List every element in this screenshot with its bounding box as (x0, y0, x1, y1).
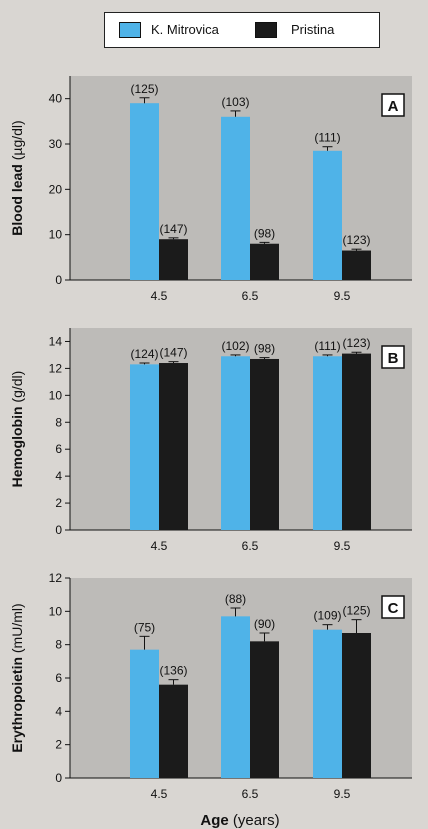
bar-pristina (250, 358, 279, 530)
y-tick-label: 0 (55, 273, 62, 287)
legend-swatch-pristina (255, 22, 277, 38)
y-tick-label: 6 (55, 671, 62, 685)
y-axis-label: Hemoglobin (g/dl) (9, 371, 25, 488)
y-tick-label: 8 (55, 415, 62, 429)
bar-k-mitrovica (313, 150, 342, 280)
panel-letter-box (381, 595, 405, 619)
sample-size-label: (125) (130, 82, 158, 96)
bar-k-mitrovica (130, 649, 159, 778)
y-axis-label: Erythropoietin (mU/ml) (9, 603, 25, 752)
y-tick-label: 12 (49, 571, 63, 585)
bar-pristina (250, 641, 279, 778)
sample-size-label: (103) (221, 95, 249, 109)
x-axis-label: Age (years) (200, 812, 279, 829)
y-tick-label: 14 (49, 334, 63, 348)
sample-size-label: (109) (313, 609, 341, 623)
sample-size-label: (98) (254, 342, 275, 356)
bar-pristina (342, 353, 371, 530)
bar-pristina (250, 243, 279, 280)
bar-k-mitrovica (221, 116, 250, 280)
y-tick-label: 4 (55, 469, 62, 483)
y-axis-label-unit: (µg/dl) (9, 120, 25, 164)
sample-size-label: (147) (159, 222, 187, 236)
bar-pristina (159, 239, 188, 280)
bar-k-mitrovica (221, 356, 250, 530)
legend-label-pristina: Pristina (291, 22, 335, 37)
sample-size-label: (124) (130, 347, 158, 361)
panel-letter: A (388, 98, 399, 115)
y-axis-label-bold: Hemoglobin (9, 406, 25, 487)
panel-letter: B (388, 350, 399, 367)
legend: K. Mitrovica Pristina (104, 12, 380, 48)
x-tick-label: 4.5 (151, 787, 168, 801)
chart-panel-b: 0 2 4 6 8 10 12 14 Hemoglobin (g/dl) (124) (147) 4.… (9, 328, 412, 553)
bar-pristina (159, 684, 188, 778)
x-tick-label: 4.5 (151, 289, 168, 303)
panel-letter-box (381, 93, 405, 117)
y-tick-label: 6 (55, 442, 62, 456)
y-tick-label: 30 (49, 137, 63, 151)
panel-letter: C (388, 600, 399, 617)
sample-size-label: (125) (342, 604, 370, 618)
bar-pristina (159, 363, 188, 530)
x-tick-label: 4.5 (151, 539, 168, 553)
y-tick-label: 0 (55, 523, 62, 537)
sample-size-label: (88) (225, 592, 246, 606)
y-tick-label: 4 (55, 704, 62, 718)
bar-k-mitrovica (221, 616, 250, 778)
sample-size-label: (98) (254, 226, 275, 240)
sample-size-label: (75) (134, 620, 155, 634)
y-axis-label-bold: Blood lead (9, 164, 25, 236)
x-tick-label: 9.5 (334, 539, 351, 553)
y-tick-label: 10 (49, 604, 63, 618)
panel-letter-box (381, 345, 405, 369)
y-tick-label: 0 (55, 771, 62, 785)
x-axis-label-bold: Age (200, 812, 228, 829)
chart-panel-a: 0 10 20 30 40 Blood lead (µg/dl) (125) (147) 4.5… (9, 76, 412, 303)
y-tick-label: 12 (49, 361, 63, 375)
x-axis-label-unit: (years) (229, 812, 280, 829)
y-tick-label: 20 (49, 182, 63, 196)
y-axis-label-bold: Erythropoietin (9, 657, 25, 753)
sample-size-label: (136) (159, 664, 187, 678)
bar-pristina (342, 250, 371, 280)
y-tick-label: 10 (49, 228, 63, 242)
sample-size-label: (102) (221, 339, 249, 353)
bar-k-mitrovica (130, 364, 159, 530)
sample-size-label: (123) (342, 336, 370, 350)
legend-swatch-k-mitrovica (119, 22, 141, 38)
bar-pristina (342, 633, 371, 778)
bar-k-mitrovica (313, 629, 342, 778)
bar-k-mitrovica (313, 356, 342, 530)
y-tick-label: 40 (49, 92, 63, 106)
x-tick-label: 6.5 (242, 787, 259, 801)
sample-size-label: (147) (159, 346, 187, 360)
sample-size-label: (111) (314, 131, 340, 145)
y-tick-label: 2 (55, 496, 62, 510)
chart-panel-c: 0 2 4 6 8 10 12 Erythropoietin (mU/ml) (75) (136)… (9, 571, 412, 801)
y-axis-label-unit: (mU/ml) (9, 603, 25, 657)
y-axis-label-unit: (g/dl) (9, 371, 25, 407)
y-tick-label: 8 (55, 638, 62, 652)
y-tick-label: 10 (49, 388, 63, 402)
x-tick-label: 9.5 (334, 787, 351, 801)
sample-size-label: (123) (342, 233, 370, 247)
x-tick-label: 9.5 (334, 289, 351, 303)
x-tick-label: 6.5 (242, 289, 259, 303)
y-tick-label: 2 (55, 738, 62, 752)
x-tick-label: 6.5 (242, 539, 259, 553)
sample-size-label: (111) (314, 339, 340, 353)
legend-label-k-mitrovica: K. Mitrovica (151, 22, 219, 37)
sample-size-label: (90) (254, 617, 275, 631)
bar-k-mitrovica (130, 103, 159, 280)
y-axis-label: Blood lead (µg/dl) (9, 120, 25, 235)
